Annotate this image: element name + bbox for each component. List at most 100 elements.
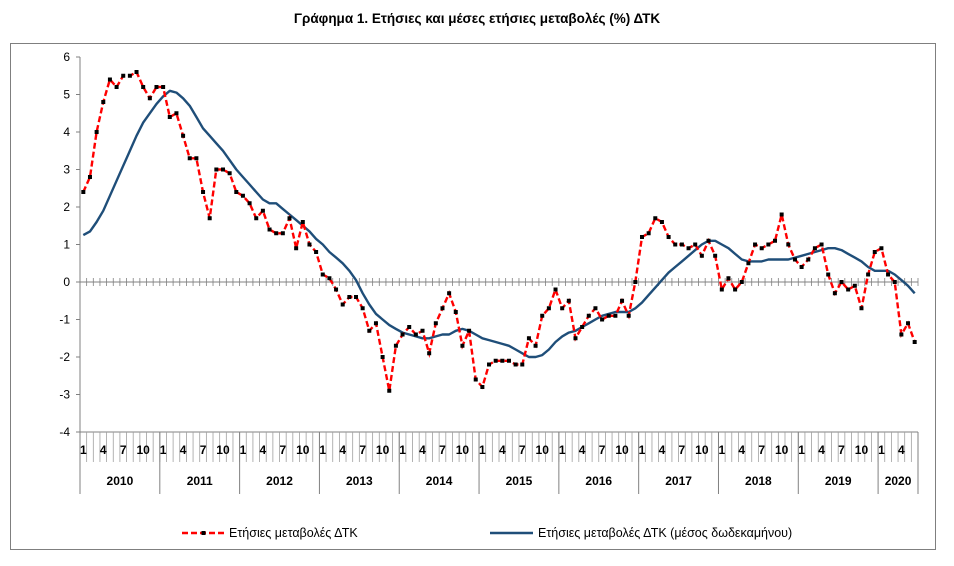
series-annual-point <box>147 96 152 101</box>
y-tick-label: -1 <box>59 313 70 327</box>
year-label: 2013 <box>346 474 373 488</box>
month-label: 7 <box>838 443 845 457</box>
series-annual-point <box>679 242 684 247</box>
month-label: 10 <box>695 443 709 457</box>
month-label: 7 <box>758 443 765 457</box>
series-avg-line <box>82 89 916 359</box>
series-annual-point <box>101 100 106 104</box>
month-label: 1 <box>479 443 486 457</box>
series-annual-point <box>473 377 478 382</box>
series-annual-point <box>287 216 292 221</box>
series-annual-point <box>566 298 571 303</box>
series-annual-point <box>207 216 212 221</box>
year-label: 2015 <box>506 474 533 488</box>
month-label: 7 <box>120 443 127 457</box>
month-label: 1 <box>399 443 406 457</box>
series-annual-point <box>334 287 339 292</box>
series-annual-point <box>852 283 857 288</box>
series-annual-point <box>280 231 285 236</box>
series-annual-point <box>480 385 485 389</box>
series-annual-point <box>719 287 724 292</box>
series-annual-point <box>866 272 871 277</box>
y-tick-label: 1 <box>63 238 70 252</box>
series-annual-point <box>773 238 778 243</box>
series-annual-point <box>360 306 365 311</box>
series-annual-point <box>247 201 252 206</box>
month-label: 1 <box>798 443 805 457</box>
year-label: 2014 <box>426 474 453 488</box>
series-annual-point <box>792 257 797 262</box>
y-tick-label: 4 <box>63 125 70 139</box>
month-label: 10 <box>456 443 470 457</box>
month-label: 1 <box>319 443 326 457</box>
series-annual-point <box>706 238 711 243</box>
series-annual-point <box>540 313 545 318</box>
series-annual-point <box>460 343 465 348</box>
series-annual-point <box>300 220 305 224</box>
series-annual-point <box>639 235 644 239</box>
series-annual-point <box>94 130 99 134</box>
month-label: 1 <box>639 443 646 457</box>
month-label: 10 <box>855 443 869 457</box>
series-annual-point <box>327 276 332 281</box>
series-annual-point <box>513 362 518 367</box>
series-annual-point <box>713 253 718 258</box>
month-label: 4 <box>738 443 745 457</box>
series-annual-point <box>646 231 651 236</box>
legend-annual-marker <box>201 531 206 535</box>
year-label: 2012 <box>266 474 293 488</box>
series-annual-point <box>899 332 904 337</box>
series-annual-point <box>613 313 618 318</box>
series-annual-point <box>187 156 192 161</box>
series-annual-point <box>872 250 877 254</box>
y-tick-label: 6 <box>63 50 70 64</box>
month-label: 1 <box>160 443 167 457</box>
series-annual-point <box>214 167 219 172</box>
series-annual-point <box>141 85 146 89</box>
series-annual-point <box>314 250 319 254</box>
series-annual-point <box>766 242 771 247</box>
month-label: 7 <box>200 443 207 457</box>
series-annual-point <box>580 325 585 329</box>
series-annual-point <box>699 253 704 258</box>
series-annual-point <box>413 332 418 337</box>
series-annual-point <box>307 242 312 247</box>
y-tick-label: -4 <box>59 425 70 439</box>
month-label: 7 <box>359 443 366 457</box>
series-annual-point <box>440 306 445 311</box>
series-annual-point <box>380 355 385 359</box>
y-tick-label: 3 <box>63 163 70 177</box>
series-annual-point <box>81 190 86 194</box>
month-label: 7 <box>519 443 526 457</box>
series-annual-point <box>839 280 844 284</box>
series-annual-point <box>812 246 817 251</box>
series-annual-point <box>260 208 265 213</box>
series-annual-point <box>520 362 525 367</box>
series-annual-point <box>194 156 199 161</box>
month-label: 10 <box>775 443 789 457</box>
series-annual-point <box>347 295 352 299</box>
month-label: 1 <box>718 443 725 457</box>
series-annual-point <box>626 313 631 318</box>
series-annual-point <box>387 388 392 393</box>
month-label: 4 <box>100 443 107 457</box>
series-annual-point <box>294 246 299 251</box>
series-annual-point <box>593 306 598 311</box>
series-annual-point <box>906 321 911 326</box>
month-label: 10 <box>296 443 310 457</box>
y-tick-label: 2 <box>63 200 70 214</box>
series-annual-point <box>433 321 438 326</box>
y-tick-label: 0 <box>63 275 70 289</box>
series-annual-point <box>573 336 578 341</box>
series-annual-point <box>786 242 791 247</box>
series-annual-point <box>846 287 851 292</box>
series-annual-point <box>606 313 611 318</box>
series-annual-point <box>174 111 179 116</box>
series-annual-point <box>686 246 691 251</box>
chart-frame <box>10 43 936 550</box>
y-tick-label: -2 <box>59 350 70 364</box>
y-tick-label: -3 <box>59 388 70 402</box>
series-annual-point <box>267 227 272 232</box>
series-annual-point <box>420 328 425 333</box>
